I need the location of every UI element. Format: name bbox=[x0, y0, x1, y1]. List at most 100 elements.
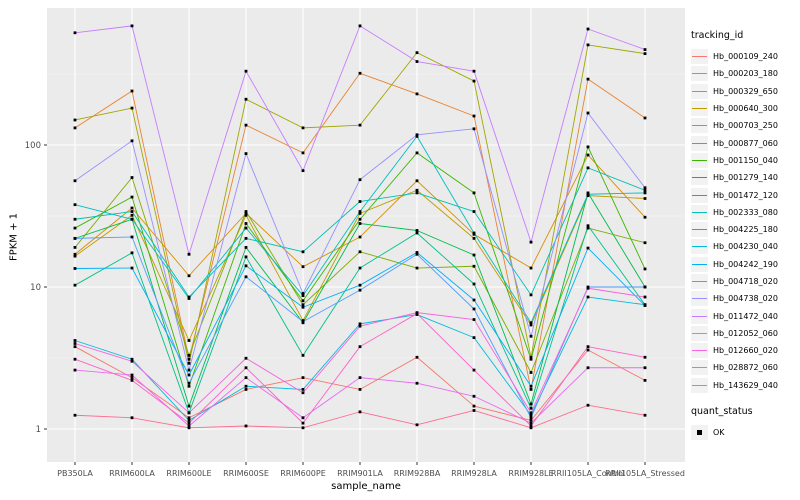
data-point bbox=[472, 282, 476, 286]
line-swatch-icon bbox=[691, 170, 708, 186]
data-point bbox=[73, 339, 77, 342]
data-point bbox=[472, 318, 476, 321]
data-point bbox=[301, 126, 305, 130]
data-point bbox=[529, 293, 533, 297]
line-swatch-icon bbox=[691, 360, 708, 376]
data-point bbox=[643, 241, 647, 245]
data-point bbox=[529, 406, 533, 410]
data-point bbox=[415, 252, 419, 256]
y-tick-label: 100 bbox=[25, 141, 41, 151]
data-point bbox=[130, 251, 134, 255]
legend-label: Hb_002333_080 bbox=[713, 207, 778, 217]
line-swatch-icon bbox=[691, 101, 708, 117]
data-point bbox=[472, 368, 476, 372]
data-point bbox=[358, 250, 362, 254]
data-point bbox=[529, 416, 533, 420]
data-point bbox=[415, 355, 419, 359]
data-point bbox=[244, 236, 248, 240]
data-point bbox=[244, 69, 248, 73]
legend-item-Hb_000109_240: Hb_000109_240 bbox=[691, 48, 778, 65]
data-point bbox=[415, 423, 419, 427]
data-point bbox=[358, 376, 362, 380]
data-point bbox=[529, 426, 533, 430]
data-point bbox=[472, 409, 476, 412]
data-point bbox=[358, 324, 362, 328]
data-point bbox=[358, 217, 362, 221]
data-point bbox=[130, 378, 134, 382]
data-point bbox=[643, 267, 647, 271]
line-swatch-icon bbox=[691, 49, 708, 65]
data-point bbox=[187, 404, 191, 408]
data-point bbox=[586, 153, 590, 157]
data-point bbox=[73, 217, 77, 221]
data-point bbox=[244, 123, 248, 127]
data-point bbox=[73, 283, 77, 287]
data-point bbox=[73, 252, 77, 256]
legend-label: Hb_011472_040 bbox=[713, 311, 778, 321]
data-point bbox=[472, 69, 476, 73]
data-point bbox=[472, 127, 476, 131]
data-point bbox=[244, 97, 248, 101]
legend-label: Hb_004718_020 bbox=[713, 277, 778, 286]
data-point bbox=[187, 368, 191, 372]
legend-item-Hb_004718_020: Hb_004718_020 bbox=[691, 273, 778, 290]
data-point bbox=[643, 366, 647, 370]
data-point bbox=[358, 322, 362, 326]
data-point bbox=[187, 339, 191, 342]
data-point bbox=[358, 235, 362, 239]
data-point bbox=[130, 139, 134, 143]
data-point bbox=[415, 92, 419, 96]
data-point bbox=[529, 357, 533, 361]
data-point bbox=[529, 334, 533, 338]
data-point bbox=[130, 357, 134, 361]
line-swatch-icon bbox=[691, 343, 708, 359]
data-point bbox=[244, 246, 248, 249]
data-point bbox=[187, 426, 191, 430]
data-point bbox=[244, 356, 248, 360]
data-point bbox=[643, 355, 647, 359]
data-point bbox=[244, 376, 248, 380]
legend-label: Hb_004225_180 bbox=[713, 225, 778, 235]
legend-label: Hb_004230_040 bbox=[713, 242, 778, 252]
legend-label: Hb_143629_040 bbox=[713, 380, 778, 390]
data-point bbox=[187, 381, 191, 385]
data-point bbox=[244, 226, 248, 230]
legend-item-Hb_004738_020: Hb_004738_020 bbox=[691, 290, 778, 307]
data-point bbox=[472, 79, 476, 83]
data-point bbox=[529, 411, 533, 415]
data-point bbox=[643, 304, 647, 307]
data-point bbox=[244, 424, 248, 428]
data-point bbox=[130, 376, 134, 380]
data-point bbox=[586, 286, 590, 290]
data-point bbox=[472, 336, 476, 340]
data-point bbox=[130, 106, 134, 110]
data-point bbox=[529, 424, 533, 428]
data-point bbox=[358, 123, 362, 127]
x-tick-label: RRII105LA_Control bbox=[551, 469, 625, 478]
data-point bbox=[187, 274, 191, 278]
data-point bbox=[643, 197, 647, 200]
data-point bbox=[187, 424, 191, 428]
legend-item-Hb_001472_120: Hb_001472_120 bbox=[691, 186, 778, 203]
x-axis-title: sample_name bbox=[331, 481, 401, 492]
data-point bbox=[415, 151, 419, 155]
legend-label: Hb_000329_650 bbox=[713, 86, 778, 96]
data-point bbox=[529, 371, 533, 374]
data-point bbox=[472, 298, 476, 302]
x-tick-label: RRIM600LE bbox=[166, 469, 211, 478]
x-tick-label: RRIM600SE bbox=[223, 469, 269, 478]
data-point bbox=[187, 357, 191, 361]
data-point bbox=[586, 43, 590, 47]
line-swatch-icon bbox=[691, 291, 708, 307]
data-point bbox=[73, 342, 77, 345]
data-point bbox=[472, 191, 476, 195]
legend-title-quant-status: quant_status bbox=[691, 405, 753, 417]
data-point bbox=[415, 179, 419, 183]
data-point bbox=[187, 411, 191, 415]
data-point bbox=[529, 321, 533, 325]
line-swatch-icon bbox=[691, 256, 708, 272]
data-point bbox=[130, 217, 134, 221]
data-point bbox=[472, 236, 476, 240]
legend-item-Hb_000877_060: Hb_000877_060 bbox=[691, 134, 778, 151]
